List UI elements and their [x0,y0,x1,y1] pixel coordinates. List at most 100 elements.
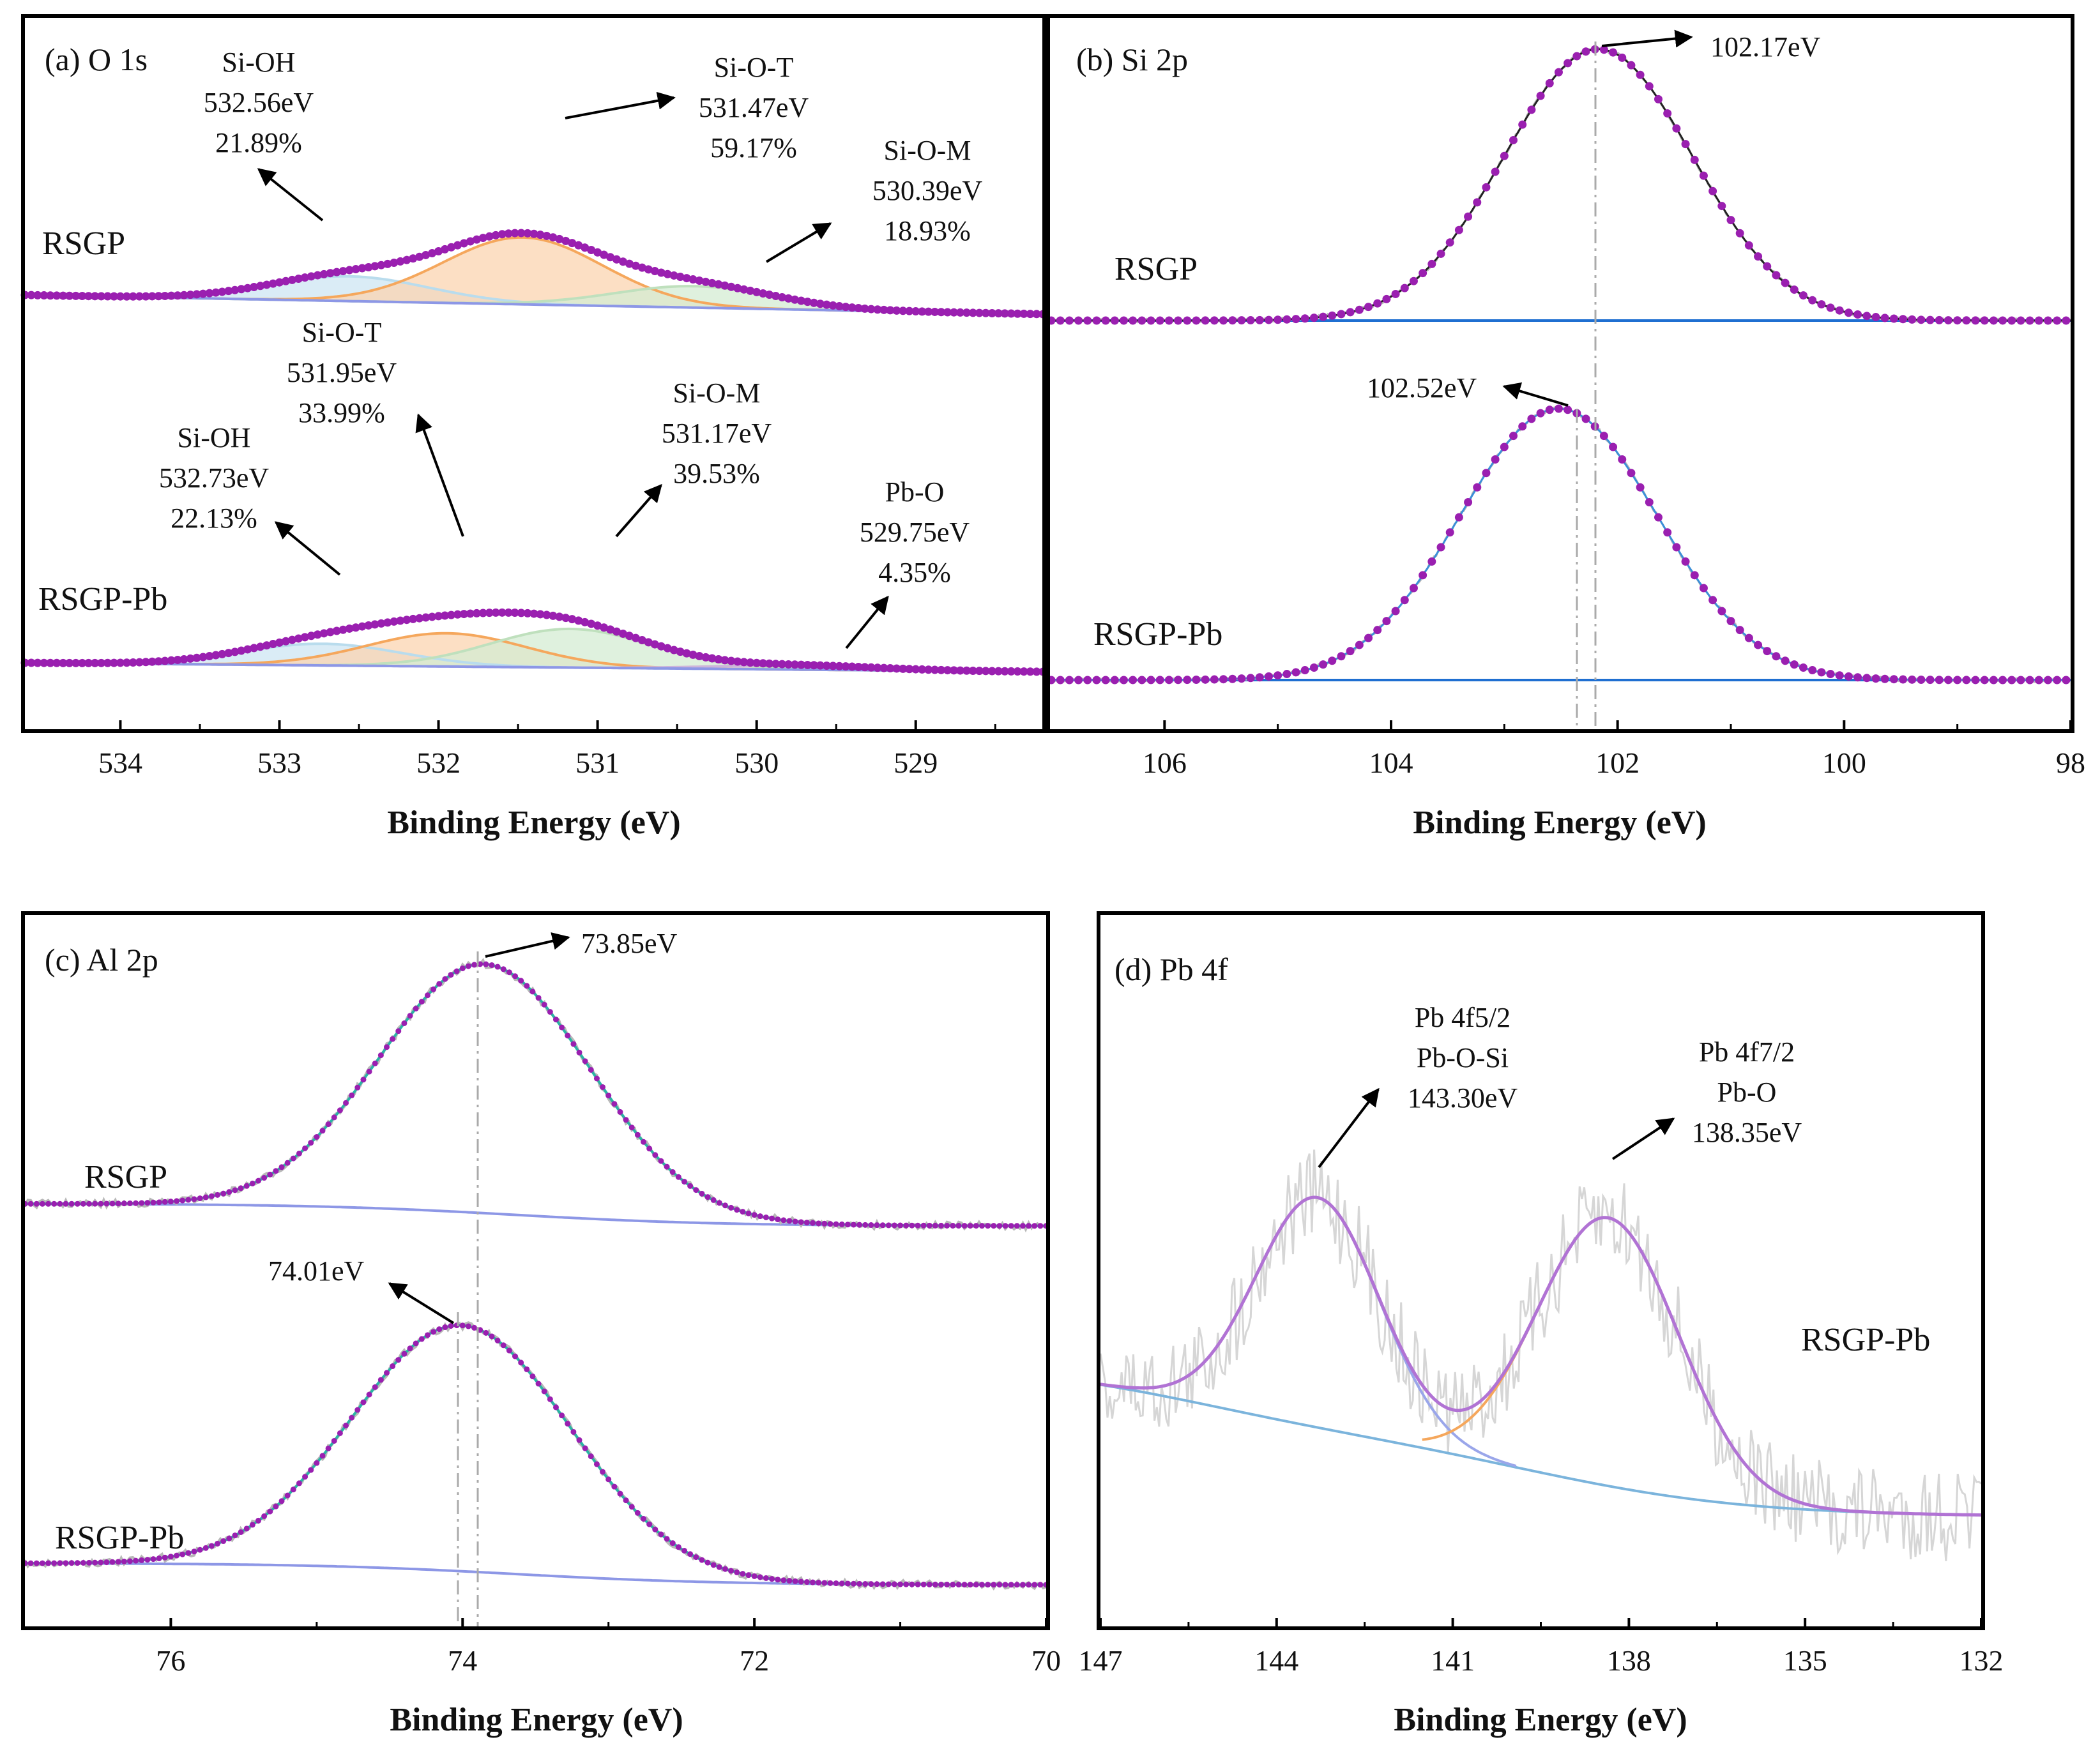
envelope-point [345,266,354,275]
envelope-point [903,1222,909,1229]
envelope-point [512,1353,519,1359]
envelope-point [472,235,481,244]
panel-c-xlabel: Binding Energy (eV) [390,1702,683,1738]
envelope-point [173,291,182,300]
envelope-point [1636,70,1645,79]
envelope-point [780,1217,787,1223]
envelope-point [1174,676,1183,685]
envelope-point [428,612,437,621]
envelope-point [370,262,379,271]
envelope-point [2044,316,2053,325]
envelope-point [1219,316,1228,325]
envelope-point [407,1013,413,1019]
envelope-point [822,661,831,670]
envelope-point [115,1200,121,1207]
envelope-point [354,1084,361,1091]
envelope-point [784,660,793,669]
envelope-point [854,662,863,671]
envelope-point [360,1077,367,1083]
envelope-point [156,1555,162,1561]
envelope-point [1026,1582,1032,1588]
envelope-point [296,1480,302,1487]
envelope-point [1618,53,1627,62]
envelope-point [552,1017,559,1023]
panel-a-title: (a) O 1s [45,42,148,77]
envelope-point [2044,676,2053,685]
envelope-point [84,292,93,301]
series-label-rsgp: RSGP [42,225,125,262]
envelope-point [337,1107,343,1114]
envelope-point [529,609,538,618]
envelope-point [1210,316,1219,325]
envelope-point [1210,675,1219,684]
envelope-point [722,1566,728,1572]
envelope-point [275,638,284,647]
envelope-point [1391,289,1400,298]
envelope-point [33,1560,40,1566]
envelope-point [238,1185,244,1192]
envelope-point [529,229,538,238]
envelope-point [205,652,214,661]
envelope-point [1926,315,1935,324]
envelope-point [103,1200,110,1207]
envelope-point [828,662,837,670]
series-label-rsgp: RSGP [84,1159,167,1195]
envelope-point [1889,314,1898,323]
envelope-point [302,1474,308,1480]
envelope-point [1772,271,1781,280]
envelope-point [1355,305,1364,314]
envelope-point [746,658,755,667]
envelope-point [784,294,793,303]
envelope-point [803,660,812,669]
envelope-point [307,632,316,640]
envelope-point [162,1199,168,1205]
envelope-point [565,1421,571,1427]
envelope-point [1844,308,1853,317]
envelope-point [472,609,481,617]
envelope-point [319,1128,326,1134]
x-tick-label: 147 [1079,1644,1123,1677]
panel-c-title: (c) Al 2p [45,942,158,978]
envelope-point [409,254,418,263]
envelope-point [568,615,577,624]
envelope-point [752,287,761,296]
envelope-point [1627,469,1636,478]
envelope-point [92,1200,98,1207]
envelope-point [1681,140,1690,149]
svg-text:59.17%: 59.17% [710,132,797,163]
envelope-point [1008,1582,1014,1588]
envelope-point [1971,676,1980,685]
envelope-point [59,658,68,667]
envelope-point [892,664,901,673]
envelope-point [1835,671,1844,680]
svg-text:33.99%: 33.99% [298,397,385,428]
envelope-point [962,308,971,317]
envelope-point [978,1223,985,1229]
envelope-point [401,1351,407,1357]
envelope-point [844,1580,851,1587]
envelope-point [483,1329,489,1336]
x-tick-label: 532 [416,746,460,779]
panel-d-xlabel: Binding Energy (eV) [1394,1702,1687,1738]
envelope-point [459,1322,466,1329]
envelope-point [40,658,49,667]
envelope-point [763,1575,769,1581]
envelope-point [65,658,74,667]
envelope-point [1545,79,1554,87]
envelope-point [587,619,596,628]
envelope-point [249,1180,255,1186]
envelope-point [126,1200,133,1206]
envelope-point [798,1578,804,1585]
envelope-point [938,1581,945,1587]
envelope-point [911,307,920,316]
x-tick-label: 132 [1959,1644,2004,1677]
x-tick-label: 529 [894,746,938,779]
envelope-point [561,614,570,623]
envelope-point [78,658,87,667]
envelope-point [675,1544,681,1550]
svg-text:Si-OH: Si-OH [222,47,296,78]
envelope-point [1998,316,2007,325]
envelope-point [226,1189,232,1195]
envelope-point [937,308,946,317]
envelope-point [98,1200,104,1207]
